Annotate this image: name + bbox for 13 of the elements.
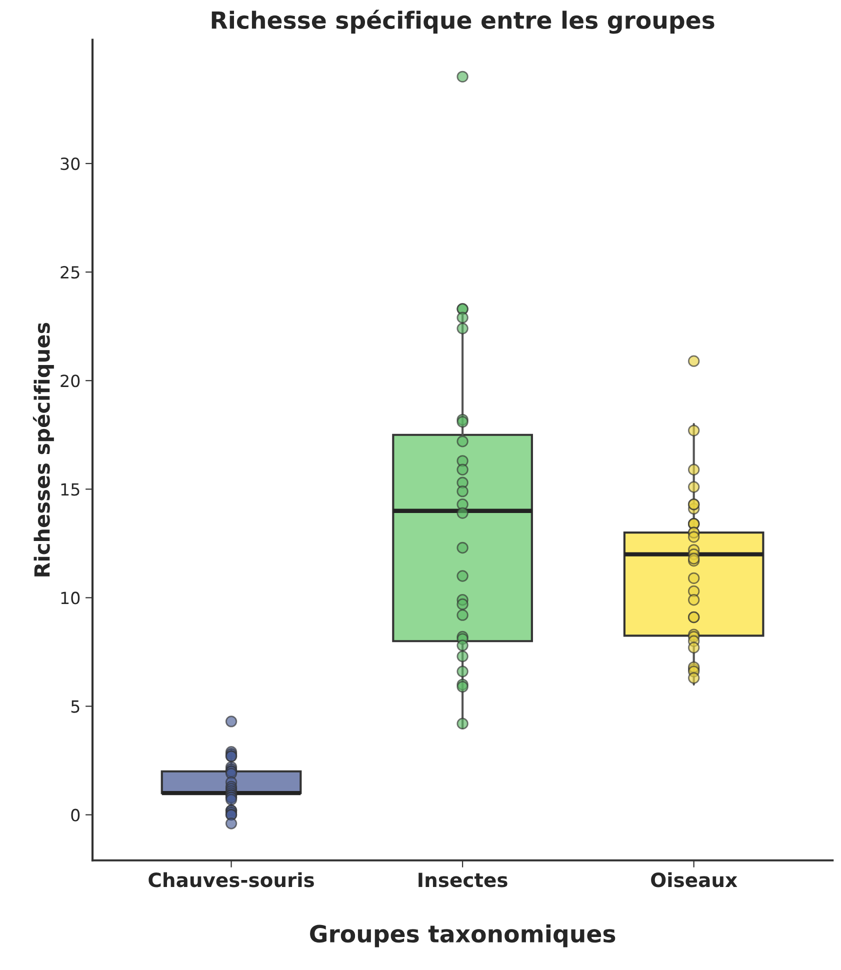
x-axis-title: Groupes taxonomiques [310, 924, 616, 948]
y-tick-label: 30 [60, 157, 80, 170]
x-tick-label: Chauves-souris [148, 872, 314, 888]
y-tick-label: 0 [71, 808, 80, 822]
y-tick-label: 20 [60, 374, 80, 388]
y-tick-label: 25 [60, 266, 80, 279]
chart-title: Richesse spécifique entre les groupes [212, 10, 714, 34]
y-tick-label: 10 [61, 592, 80, 604]
y-tick-label: 5 [71, 700, 80, 713]
x-tick-label: Oiseaux [651, 872, 738, 888]
y-axis-title: Richesses spécifiques [32, 322, 54, 576]
y-tick-label: 15 [61, 483, 80, 496]
x-tick-label: Insectes [418, 872, 508, 888]
